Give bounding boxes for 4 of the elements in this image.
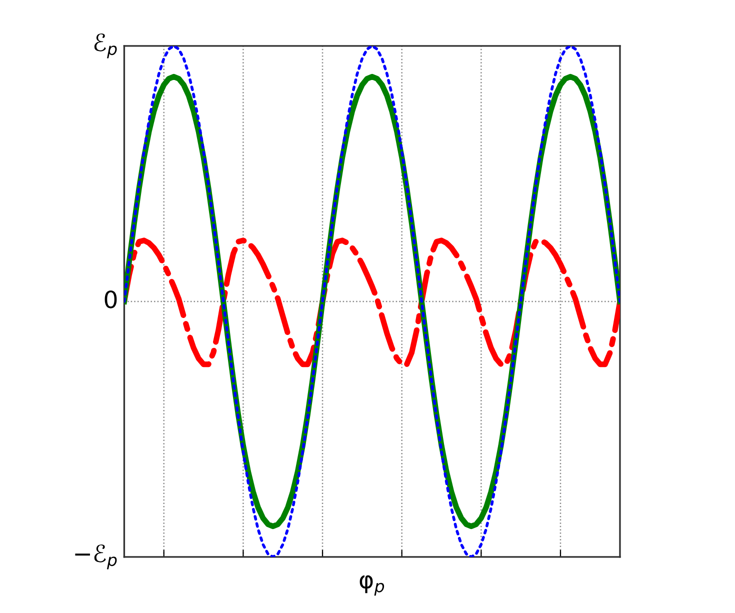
text: −ℰ$_{p}$ [75,544,117,570]
x-axis-title: φ$_{p}$ [360,575,384,596]
text: 0 [104,290,117,308]
text: ℰ$_{p}$ [94,33,117,58]
